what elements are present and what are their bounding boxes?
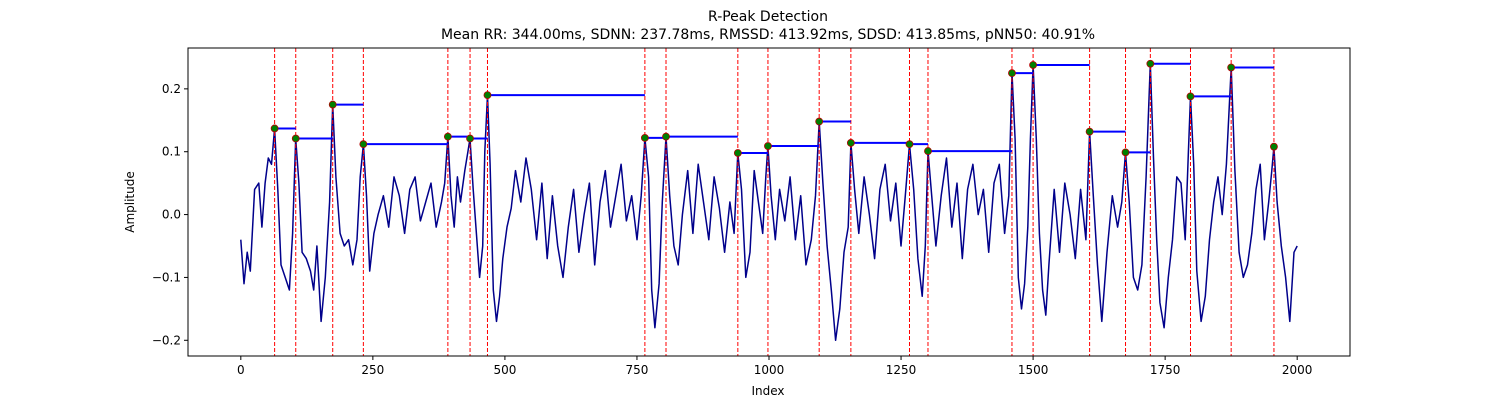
peak-marker: [1008, 69, 1016, 78]
x-tick-label: 1500: [1018, 363, 1049, 377]
x-tick-label: 1750: [1150, 363, 1181, 377]
peak-marker: [905, 140, 914, 149]
peak-marker: [328, 100, 337, 109]
peak-marker: [640, 133, 649, 142]
x-tick-label: 0: [237, 363, 245, 377]
x-tick-label: 250: [361, 363, 384, 377]
peak-marker: [443, 132, 452, 141]
y-axis-label: Amplitude: [123, 171, 137, 233]
y-tick-label: −0.1: [152, 270, 181, 284]
peak-marker: [466, 134, 474, 143]
chart-subtitle: Mean RR: 344.00ms, SDNN: 237.78ms, RMSSD…: [441, 27, 1095, 43]
x-tick-label: 1250: [886, 363, 917, 377]
peak-marker: [359, 140, 368, 149]
x-axis-label: Index: [751, 384, 784, 398]
peak-marker: [846, 139, 855, 147]
ecg-signal-line: [240, 62, 1298, 342]
axis-ticks: 0 250 500 750 1000 1250 1500 1750 2000 −0.2 −0.1 0.…: [152, 82, 1313, 377]
peak-marker: [1186, 92, 1195, 101]
x-tick-label: 2000: [1282, 363, 1313, 377]
peak-marker: [924, 147, 932, 155]
peak-marker: [733, 149, 742, 157]
y-tick-label: 0.0: [162, 208, 181, 222]
peak-marker: [1146, 59, 1155, 68]
x-tick-label: 750: [626, 363, 649, 377]
y-tick-label: −0.2: [152, 333, 181, 347]
peak-marker: [1227, 63, 1236, 72]
peak-marker: [1270, 142, 1278, 151]
peak-marker: [1085, 127, 1094, 136]
peak-marker: [815, 117, 824, 126]
chart-title: R-Peak Detection: [708, 9, 828, 25]
x-tick-label: 1000: [754, 363, 785, 377]
peak-marker: [662, 132, 670, 141]
peak-marker: [1121, 148, 1130, 157]
peak-marker: [291, 134, 300, 143]
y-tick-label: 0.1: [162, 145, 181, 159]
peak-marker: [1029, 61, 1037, 69]
peak-marker: [483, 91, 492, 100]
x-tick-label: 500: [493, 363, 516, 377]
peak-marker: [270, 124, 279, 133]
plot-area: [240, 48, 1298, 356]
peak-marker: [764, 142, 772, 150]
y-tick-label: 0.2: [162, 82, 181, 96]
